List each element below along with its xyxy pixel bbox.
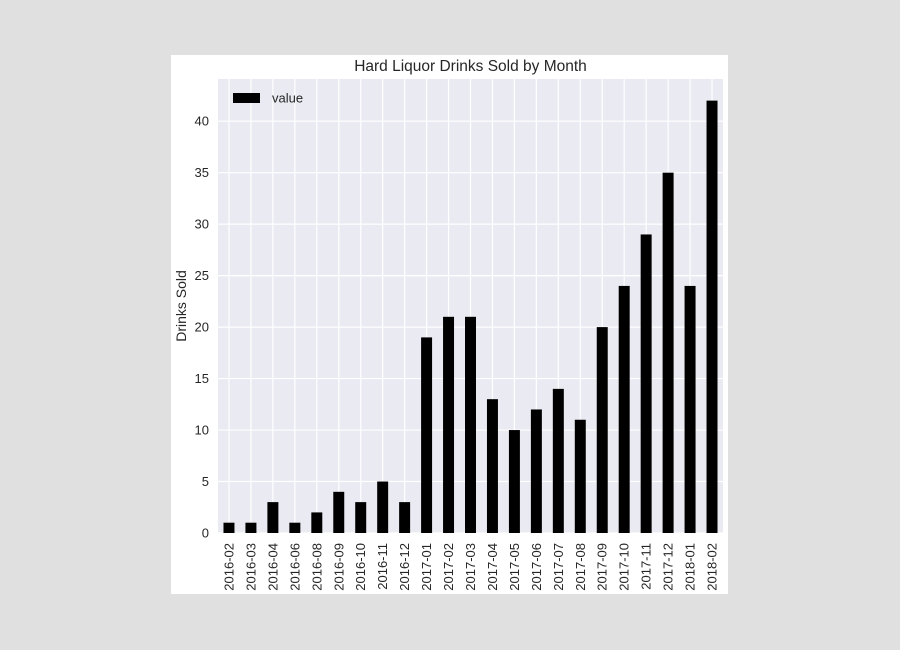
bar-2016-11 [377,481,389,533]
chart-title: Hard Liquor Drinks Sold by Month [354,58,587,75]
bar-2017-01 [421,337,433,533]
bar-2017-02 [443,316,455,533]
x-tick-label: 2017-02 [441,543,456,591]
y-tick-label: 10 [195,423,209,438]
bar-2016-03 [245,522,257,533]
bar-2017-10 [618,285,630,533]
bar-2016-10 [355,502,367,533]
legend: value [233,91,303,106]
x-tick-label: 2017-05 [507,543,522,591]
bar-2017-05 [508,430,520,533]
bar-2016-09 [333,491,345,533]
x-tick-label: 2017-01 [419,543,434,591]
bar-2017-09 [596,327,608,533]
y-tick-label: 15 [195,371,209,386]
x-tick-label: 2016-10 [353,543,368,591]
y-axis-ticks: 0 5 10 15 20 25 30 35 40 [195,114,209,541]
bar-2016-12 [399,502,411,533]
x-tick-label: 2017-08 [573,543,588,591]
x-tick-label: 2016-04 [265,543,280,591]
x-tick-label: 2016-08 [309,543,324,591]
y-tick-label: 25 [195,268,209,283]
x-tick-label: 2017-12 [661,543,676,591]
bars [223,100,718,534]
x-tick-label: 2016-12 [397,543,412,591]
x-tick-label: 2017-03 [463,543,478,591]
bar-2017-08 [574,419,586,533]
x-tick-label: 2017-11 [639,543,654,590]
bar-2017-11 [640,234,652,534]
y-tick-label: 0 [202,526,209,541]
bar-2017-04 [486,399,498,533]
bar-2017-12 [662,172,674,533]
chart-figure: Hard Liquor Drinks Sold by Month 0 5 10 15 2… [171,55,728,594]
x-tick-label: 2016-11 [375,543,390,590]
bar-2017-03 [465,316,476,533]
x-tick-label: 2018-01 [683,543,698,591]
x-tick-label: 2016-02 [221,543,236,591]
x-tick-label: 2017-04 [485,543,500,591]
y-tick-label: 40 [195,114,209,129]
bar-chart: Hard Liquor Drinks Sold by Month 0 5 10 15 2… [173,58,723,591]
bar-2016-08 [311,512,323,533]
x-tick-label: 2018-02 [705,543,720,591]
bar-2017-06 [530,409,542,533]
bar-2018-02 [706,100,718,533]
x-tick-label: 2017-10 [617,543,632,591]
x-tick-label: 2016-09 [331,543,346,591]
legend-swatch [233,93,260,103]
x-axis-ticks: 2016-02 2016-03 2016-04 2016-06 2016-08 2016-… [221,543,719,591]
bar-2016-02 [223,522,235,533]
bar-2016-06 [289,522,301,533]
y-tick-label: 35 [195,165,209,180]
x-tick-label: 2016-03 [243,543,258,591]
bar-2018-01 [684,285,696,533]
y-tick-label: 30 [195,217,209,232]
x-tick-label: 2017-06 [529,543,544,591]
x-tick-label: 2017-07 [551,543,566,591]
legend-label: value [272,91,303,106]
bar-2016-04 [267,502,279,533]
y-axis-label: Drinks Sold [173,270,189,342]
x-tick-label: 2016-06 [287,543,302,591]
bar-2017-07 [552,388,564,533]
y-tick-label: 5 [202,474,209,489]
x-tick-label: 2017-09 [595,543,610,591]
y-tick-label: 20 [195,320,209,335]
